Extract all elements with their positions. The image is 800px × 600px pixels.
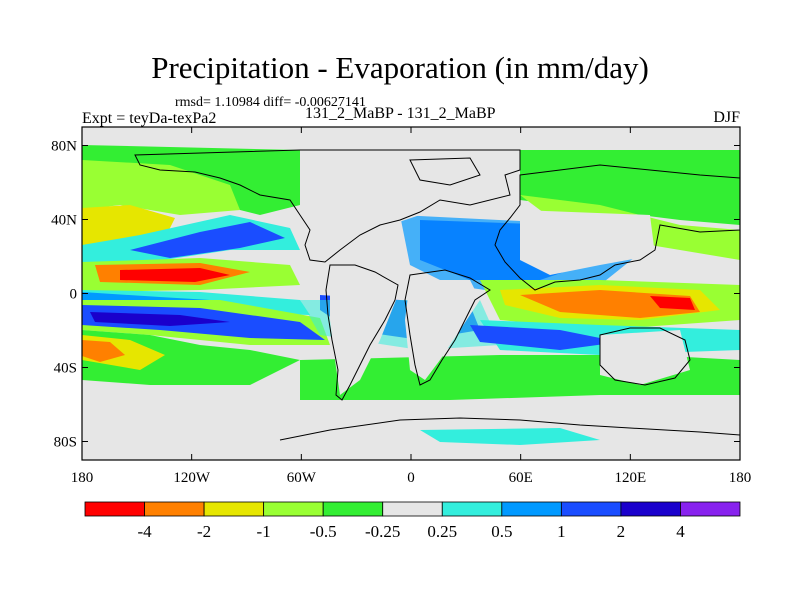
colorbar-swatch <box>501 501 562 517</box>
field-south-pacific-purple <box>90 312 230 326</box>
x-tick-label: 60E <box>509 470 533 486</box>
coastline-north-america <box>134 149 521 263</box>
coastline-antarctica <box>279 417 740 441</box>
experiment-label: Expt = teyDa-texPa2 <box>82 110 217 127</box>
colorbar-swatch <box>620 501 681 517</box>
coastlines <box>134 149 740 441</box>
colorbar-swatch <box>560 501 622 517</box>
y-tick-label: 40S <box>54 361 77 377</box>
coastline-africa <box>404 269 491 386</box>
colorbar-swatch <box>203 501 265 517</box>
axis-ticks: 180 120W 60W 0 60E 120E 180 80N 40N 0 40S 80S <box>51 127 751 486</box>
field-asia-land <box>520 210 655 275</box>
field-africa-land <box>405 280 480 380</box>
colorbar-label: -1 <box>257 522 271 541</box>
coastline-eurasia <box>494 164 740 291</box>
x-tick-label: 120W <box>173 470 211 486</box>
colorbar-label: -0.5 <box>310 522 337 541</box>
coastline-australia <box>599 327 691 386</box>
colorbar-label: 0.5 <box>491 522 512 541</box>
field-north-america-land <box>300 150 520 255</box>
coastline-south-america <box>325 264 399 401</box>
colorbar-swatch <box>441 501 503 517</box>
stats-line: rmsd= 1.10984 diff= -0.00627141 <box>175 95 366 110</box>
field-trop-red <box>120 268 230 282</box>
field-southern-indian-blue <box>470 325 620 350</box>
field-north-pacific-blue <box>130 222 285 258</box>
y-tick-label: 0 <box>70 287 78 303</box>
field-south-east-pacific-orange <box>82 340 125 362</box>
field-australia-land <box>600 330 690 385</box>
colorbar-label: -0.25 <box>365 522 400 541</box>
colorbar-label: 4 <box>676 522 685 541</box>
colorbar-swatch <box>263 501 324 517</box>
case-label: 131_2_MaBP - 131_2_MaBP <box>305 105 496 122</box>
colorbar-label: -2 <box>197 522 211 541</box>
colorbar-label: 2 <box>617 522 626 541</box>
x-tick-label: 180 <box>729 470 752 486</box>
colorbar-label: 1 <box>557 522 566 541</box>
x-tick-label: 60W <box>287 470 317 486</box>
colorbar-label: 0.25 <box>427 522 457 541</box>
field-layer <box>82 145 740 460</box>
y-tick-label: 80S <box>54 435 77 451</box>
x-tick-label: 180 <box>71 470 94 486</box>
x-tick-label: 0 <box>407 470 415 486</box>
field-south-america-land <box>330 270 400 395</box>
colorbar-swatch <box>382 501 443 517</box>
chart-title: Precipitation - Evaporation (in mm/day) <box>151 50 649 85</box>
season-label: DJF <box>713 109 740 126</box>
colorbar-swatch <box>322 501 384 517</box>
colorbar-swatch <box>680 501 741 517</box>
field-indian-red <box>650 296 695 310</box>
field-antarctic-cyan <box>420 428 600 445</box>
field-antarctica-land <box>82 400 740 460</box>
y-tick-label: 80N <box>51 139 77 155</box>
coastline-greenland <box>409 157 481 186</box>
x-tick-label: 120E <box>614 470 646 486</box>
colorbar-label: -4 <box>137 522 152 541</box>
y-tick-label: 40N <box>51 213 77 229</box>
field-north-pacific-lightgreen <box>82 160 240 215</box>
colorbar-swatch <box>84 501 145 517</box>
colorbar-swatch <box>144 501 205 517</box>
colorbar: -4 -2 -1 -0.5 -0.25 0.25 0.5 1 2 4 <box>84 501 741 541</box>
